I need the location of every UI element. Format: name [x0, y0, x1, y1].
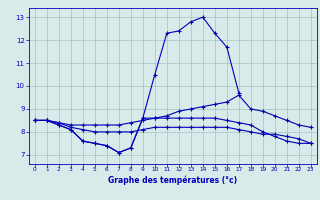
X-axis label: Graphe des températures (°c): Graphe des températures (°c)	[108, 175, 237, 185]
